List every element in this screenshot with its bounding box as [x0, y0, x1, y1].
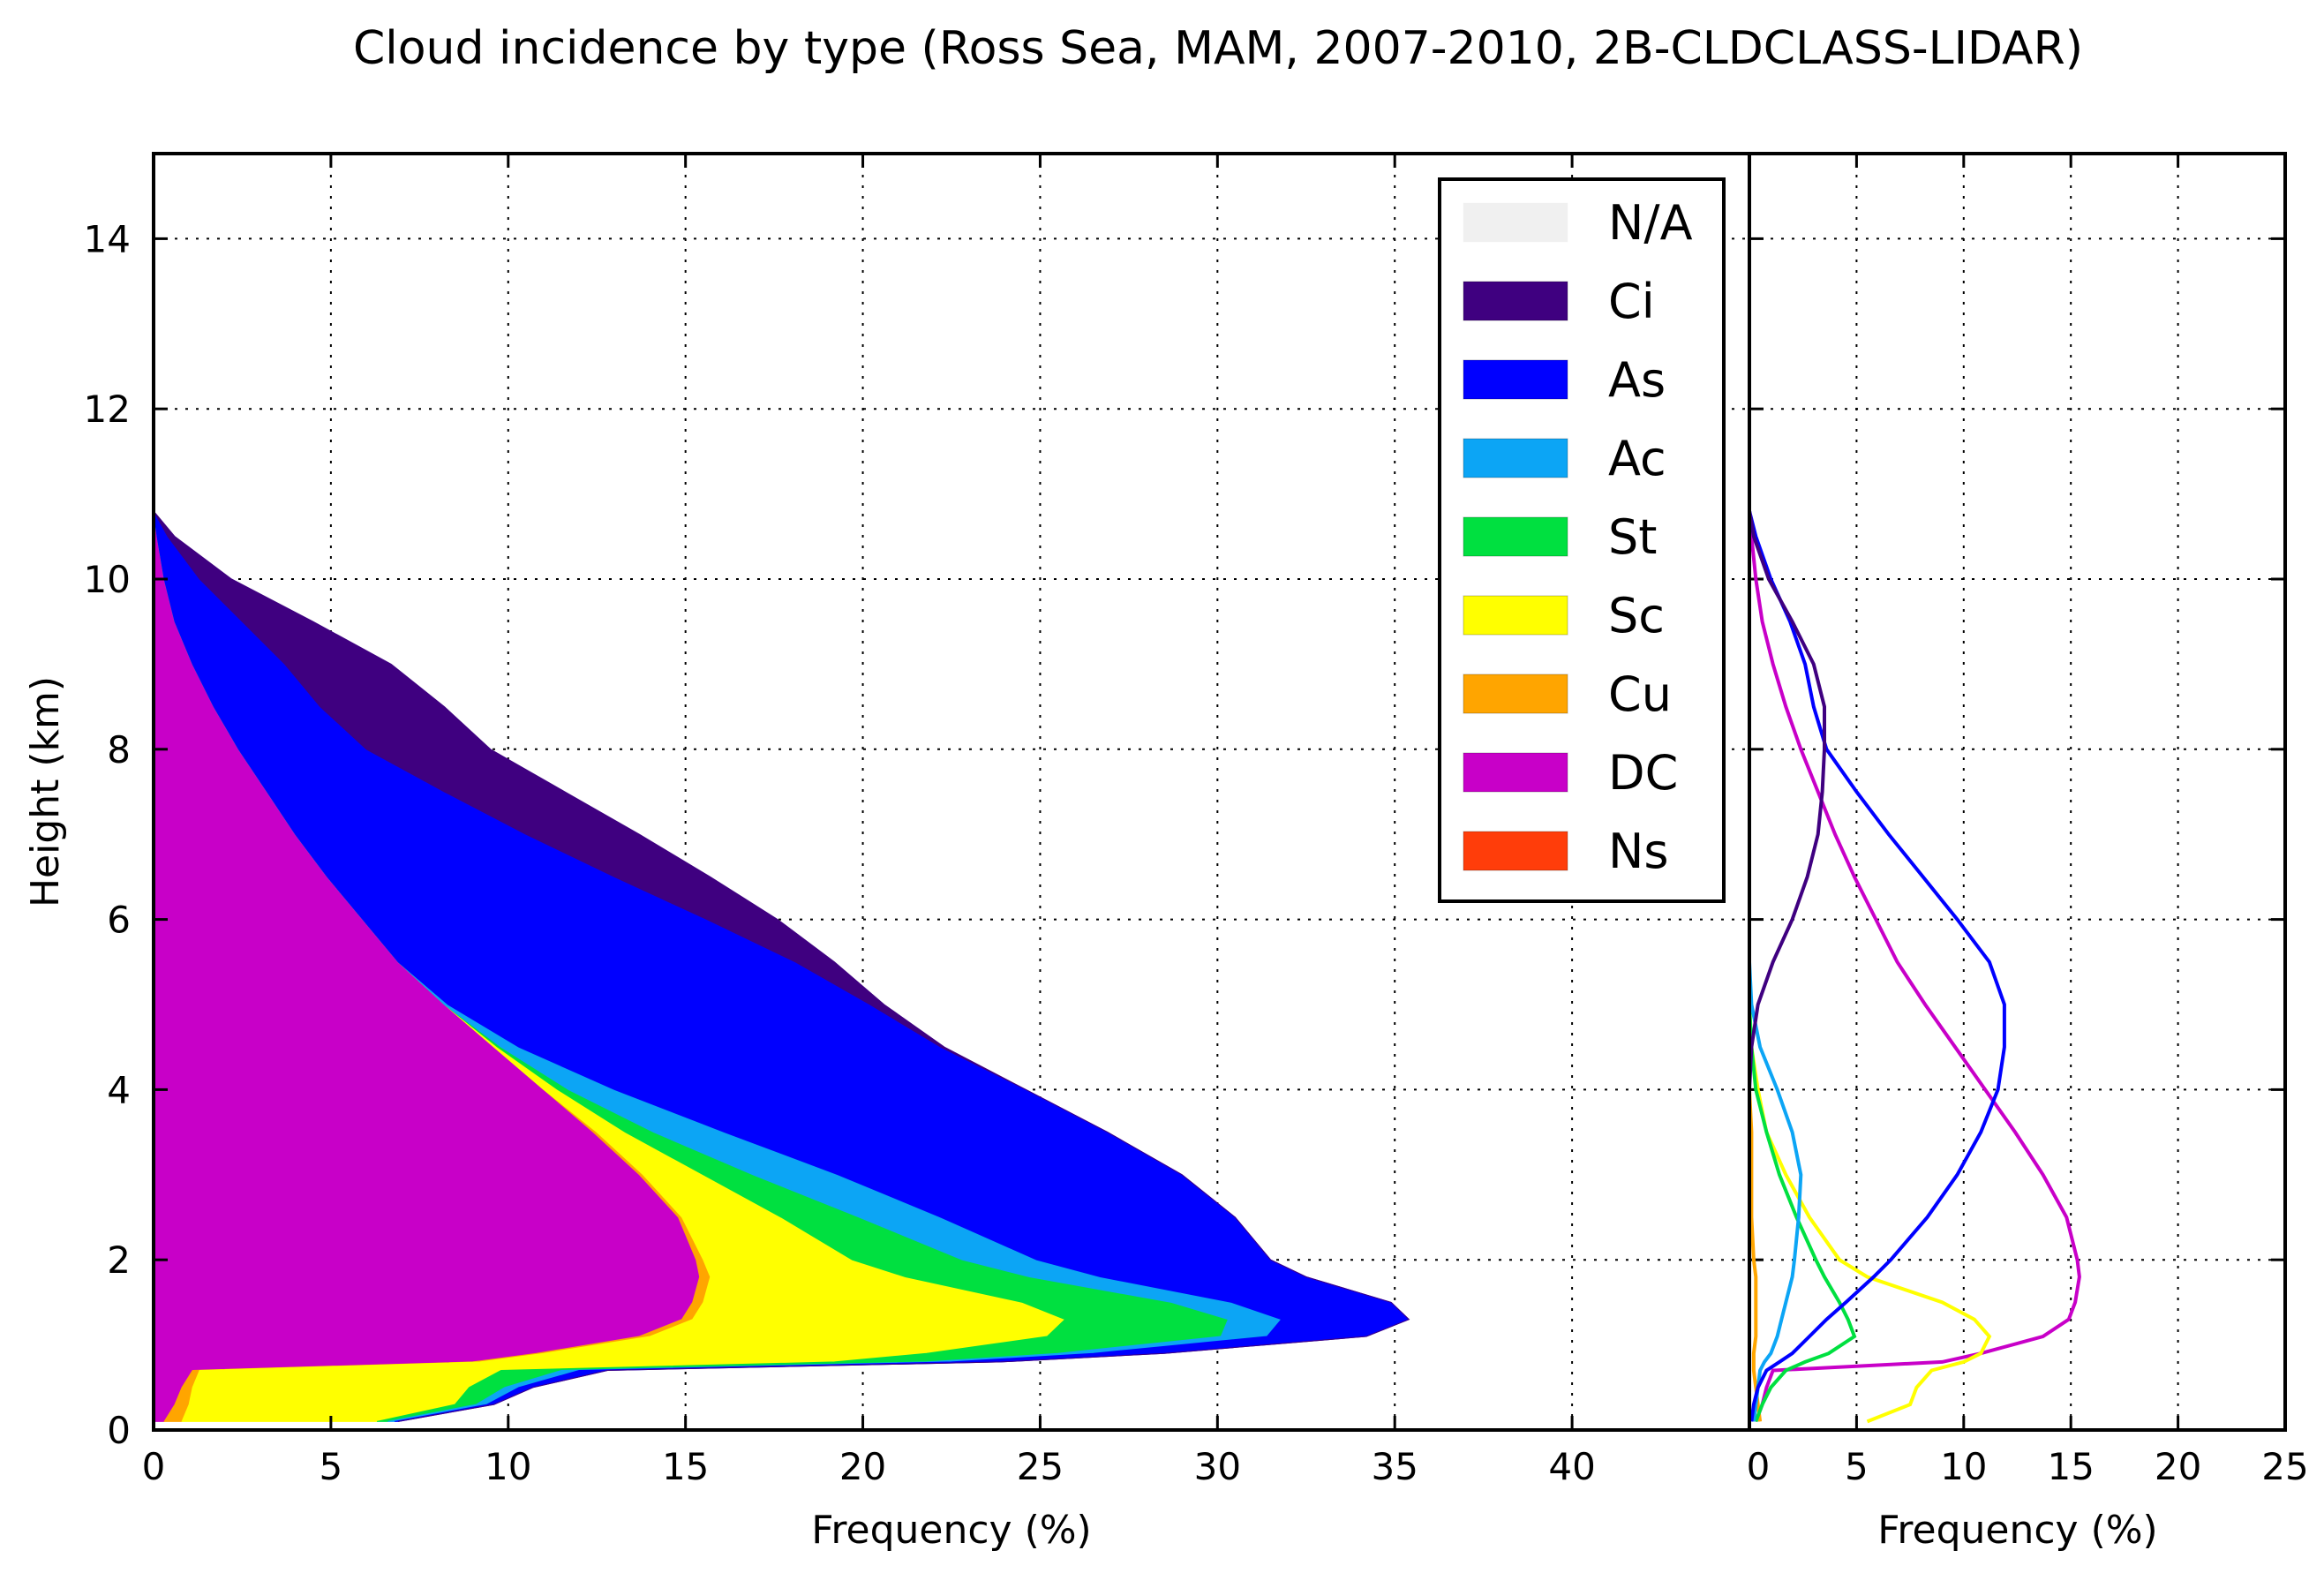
left-x-tick-label: 5 [320, 1445, 343, 1488]
right-gridlines [1749, 154, 2285, 1430]
right-axes-frame [1748, 152, 2287, 1432]
left-x-axis-label: Frequency (%) [811, 1508, 1091, 1553]
legend-swatch-ci [1463, 281, 1568, 321]
left-axis-ticks: 0 5 10 15 20 25 30 35 40 0 2 4 6 8 10 12 14 [84, 154, 2285, 1488]
y-tick-label: 10 [84, 558, 131, 601]
line-st [1748, 510, 1857, 1423]
legend-label-ci: Ci [1608, 274, 1655, 329]
y-tick-label: 12 [84, 388, 131, 431]
legend-label-sc: Sc [1608, 588, 1665, 644]
stacked-areas [153, 510, 1410, 1422]
right-axis-ticks: 0 5 10 15 20 25 [1747, 154, 2309, 1488]
line-as [1748, 510, 2006, 1422]
y-tick-label: 0 [107, 1409, 131, 1452]
legend-label-dc: DC [1608, 745, 1678, 801]
legend-swatch-sc [1463, 595, 1568, 636]
legend-label-na: N/A [1608, 195, 1693, 251]
line-sc [1748, 510, 1992, 1424]
legend: N/A Ci As Ac St Sc Cu DC Ns [1438, 177, 1726, 903]
legend-swatch-st [1463, 516, 1568, 557]
right-x-tick-label: 10 [1940, 1445, 1987, 1488]
left-x-tick-label: 15 [662, 1445, 709, 1488]
right-x-tick-label: 25 [2261, 1445, 2308, 1488]
right-x-axis-label: Frequency (%) [1877, 1508, 2157, 1553]
line-dc [1748, 510, 2081, 1423]
stacked-area-panel: 0 5 10 15 20 25 30 35 40 0 2 4 6 8 10 12 14 Frequency (%… [23, 152, 2285, 1553]
profile-lines [1748, 510, 2081, 1424]
figure-title: Cloud incidence by type (Ross Sea, MAM, … [353, 22, 2083, 75]
legend-swatch-ac [1463, 438, 1568, 478]
right-x-tick-label: 0 [1747, 1445, 1771, 1488]
legend-swatch-na [1463, 202, 1568, 243]
y-axis-label: Height (km) [23, 676, 68, 907]
legend-label-as: As [1608, 352, 1666, 408]
legend-swatch-dc [1463, 752, 1568, 793]
right-x-tick-label: 15 [2047, 1445, 2094, 1488]
y-tick-label: 2 [107, 1238, 131, 1282]
y-tick-label: 8 [107, 728, 131, 771]
left-x-tick-label: 0 [142, 1445, 166, 1488]
legend-label-ac: Ac [1608, 431, 1666, 486]
left-x-tick-label: 35 [1371, 1445, 1418, 1488]
y-tick-label: 14 [84, 217, 131, 260]
y-tick-label: 6 [107, 899, 131, 942]
legend-label-st: St [1608, 509, 1657, 565]
line-ci [1748, 510, 1826, 1422]
right-x-tick-label: 5 [1845, 1445, 1869, 1488]
left-x-tick-label: 30 [1194, 1445, 1241, 1488]
legend-label-cu: Cu [1608, 666, 1672, 722]
legend-swatch-ns [1463, 831, 1568, 871]
legend-swatch-as [1463, 359, 1568, 400]
left-x-tick-label: 40 [1548, 1445, 1595, 1488]
y-tick-label: 4 [107, 1068, 131, 1111]
legend-swatch-cu [1463, 674, 1568, 714]
left-x-tick-label: 10 [485, 1445, 531, 1488]
right-x-tick-label: 20 [2155, 1445, 2201, 1488]
line-profile-panel: 0 5 10 15 20 25 Frequency (%) [1747, 152, 2309, 1553]
legend-label-ns: Ns [1608, 824, 1669, 879]
left-x-tick-label: 20 [839, 1445, 886, 1488]
left-x-tick-label: 25 [1017, 1445, 1064, 1488]
